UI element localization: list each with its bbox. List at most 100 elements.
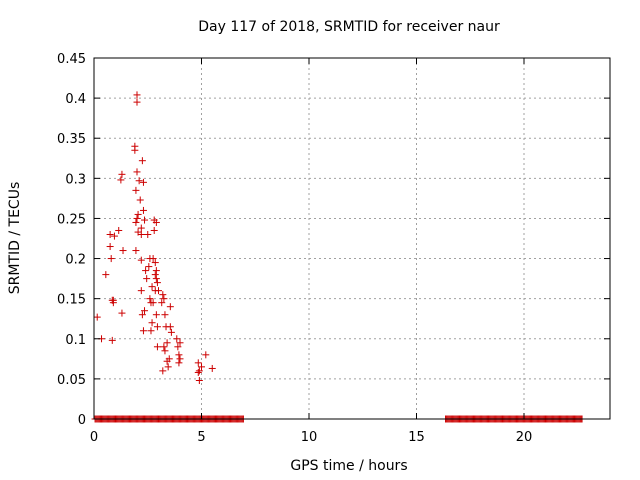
data-point bbox=[195, 376, 203, 384]
data-point bbox=[167, 328, 175, 336]
data-point bbox=[132, 186, 140, 194]
data-point bbox=[153, 279, 161, 287]
data-point bbox=[147, 327, 155, 335]
scatter-series bbox=[91, 91, 586, 423]
y-tick-label: 0.05 bbox=[57, 373, 86, 388]
data-point bbox=[137, 224, 145, 232]
data-point bbox=[144, 230, 152, 238]
data-point bbox=[133, 168, 141, 176]
data-point bbox=[134, 210, 142, 218]
data-point bbox=[166, 303, 174, 311]
data-point bbox=[161, 347, 169, 355]
data-point bbox=[137, 287, 145, 295]
data-point bbox=[138, 311, 146, 319]
data-point bbox=[133, 98, 141, 106]
x-tick-label: 10 bbox=[301, 430, 318, 445]
data-point bbox=[137, 230, 145, 238]
data-point bbox=[133, 214, 141, 222]
data-point bbox=[133, 91, 141, 99]
data-point bbox=[166, 323, 174, 331]
data-point bbox=[118, 309, 126, 317]
data-point bbox=[150, 226, 158, 234]
data-point bbox=[155, 287, 162, 295]
data-point bbox=[151, 259, 159, 267]
y-tick-label: 0.45 bbox=[57, 52, 86, 67]
data-point bbox=[109, 299, 117, 307]
data-point bbox=[158, 299, 166, 307]
data-point bbox=[102, 271, 110, 279]
axis-ticks: 0 0.05 0.1 0.15 0.2 0.25 0.3 0.35 0.4 0.45 0 5 10 15 2… bbox=[57, 52, 610, 445]
data-point bbox=[141, 216, 149, 224]
y-tick-label: 0.3 bbox=[65, 172, 86, 187]
data-point bbox=[160, 295, 168, 303]
data-point bbox=[152, 218, 160, 226]
data-point bbox=[176, 355, 184, 363]
data-point bbox=[194, 359, 202, 367]
data-point bbox=[146, 295, 154, 303]
plot-frame bbox=[93, 57, 611, 420]
data-point bbox=[117, 176, 125, 184]
data-point bbox=[139, 206, 147, 214]
data-point bbox=[132, 218, 140, 226]
data-point bbox=[149, 255, 157, 263]
data-point bbox=[159, 367, 167, 375]
data-point bbox=[136, 196, 144, 204]
data-point bbox=[195, 367, 203, 375]
data-point bbox=[139, 327, 147, 335]
data-point bbox=[137, 256, 145, 264]
grid-lines bbox=[94, 58, 610, 419]
data-point bbox=[93, 313, 101, 321]
data-point bbox=[165, 355, 173, 363]
data-point bbox=[175, 351, 183, 359]
data-point bbox=[118, 170, 126, 178]
data-point bbox=[153, 323, 161, 331]
data-point bbox=[139, 178, 147, 186]
data-point bbox=[119, 247, 127, 255]
data-point bbox=[107, 255, 115, 263]
data-point bbox=[164, 363, 172, 371]
y-tick-label: 0.2 bbox=[65, 253, 86, 268]
data-point bbox=[148, 283, 156, 291]
data-point bbox=[108, 336, 116, 344]
data-point bbox=[141, 307, 149, 315]
data-point bbox=[198, 363, 205, 371]
y-tick-label: 0.1 bbox=[65, 333, 86, 348]
data-point bbox=[152, 311, 160, 319]
data-point bbox=[145, 263, 153, 271]
data-point bbox=[163, 339, 171, 347]
chart-title: Day 117 of 2018, SRMTID for receiver nau… bbox=[198, 19, 500, 35]
data-point bbox=[106, 243, 114, 251]
data-point bbox=[175, 359, 183, 367]
data-point bbox=[143, 275, 151, 283]
x-axis-label: GPS time / hours bbox=[290, 458, 407, 474]
data-point bbox=[153, 343, 161, 351]
data-point bbox=[148, 319, 156, 327]
data-point bbox=[176, 339, 184, 347]
data-point bbox=[115, 226, 123, 234]
y-tick-label: 0.35 bbox=[57, 132, 86, 147]
data-point bbox=[173, 335, 181, 343]
data-point bbox=[159, 291, 167, 299]
data-point bbox=[151, 271, 159, 279]
data-point bbox=[135, 177, 143, 185]
x-tick-label: 5 bbox=[197, 430, 205, 445]
y-tick-label: 0.15 bbox=[57, 293, 86, 308]
data-point bbox=[142, 267, 150, 275]
y-tick-label: 0 bbox=[78, 413, 86, 428]
data-point bbox=[132, 247, 140, 255]
data-point bbox=[202, 351, 210, 359]
data-point bbox=[106, 230, 114, 238]
y-tick-label: 0.4 bbox=[65, 92, 86, 107]
data-point bbox=[161, 311, 169, 319]
data-point bbox=[138, 157, 146, 165]
x-tick-label: 0 bbox=[90, 430, 98, 445]
data-point bbox=[194, 368, 202, 376]
y-tick-label: 0.25 bbox=[57, 212, 86, 227]
data-point bbox=[208, 364, 216, 372]
data-point bbox=[149, 299, 157, 307]
x-tick-label: 20 bbox=[516, 430, 533, 445]
data-point bbox=[174, 343, 182, 351]
data-point bbox=[160, 343, 168, 351]
data-point bbox=[152, 267, 160, 275]
data-point bbox=[131, 146, 139, 154]
